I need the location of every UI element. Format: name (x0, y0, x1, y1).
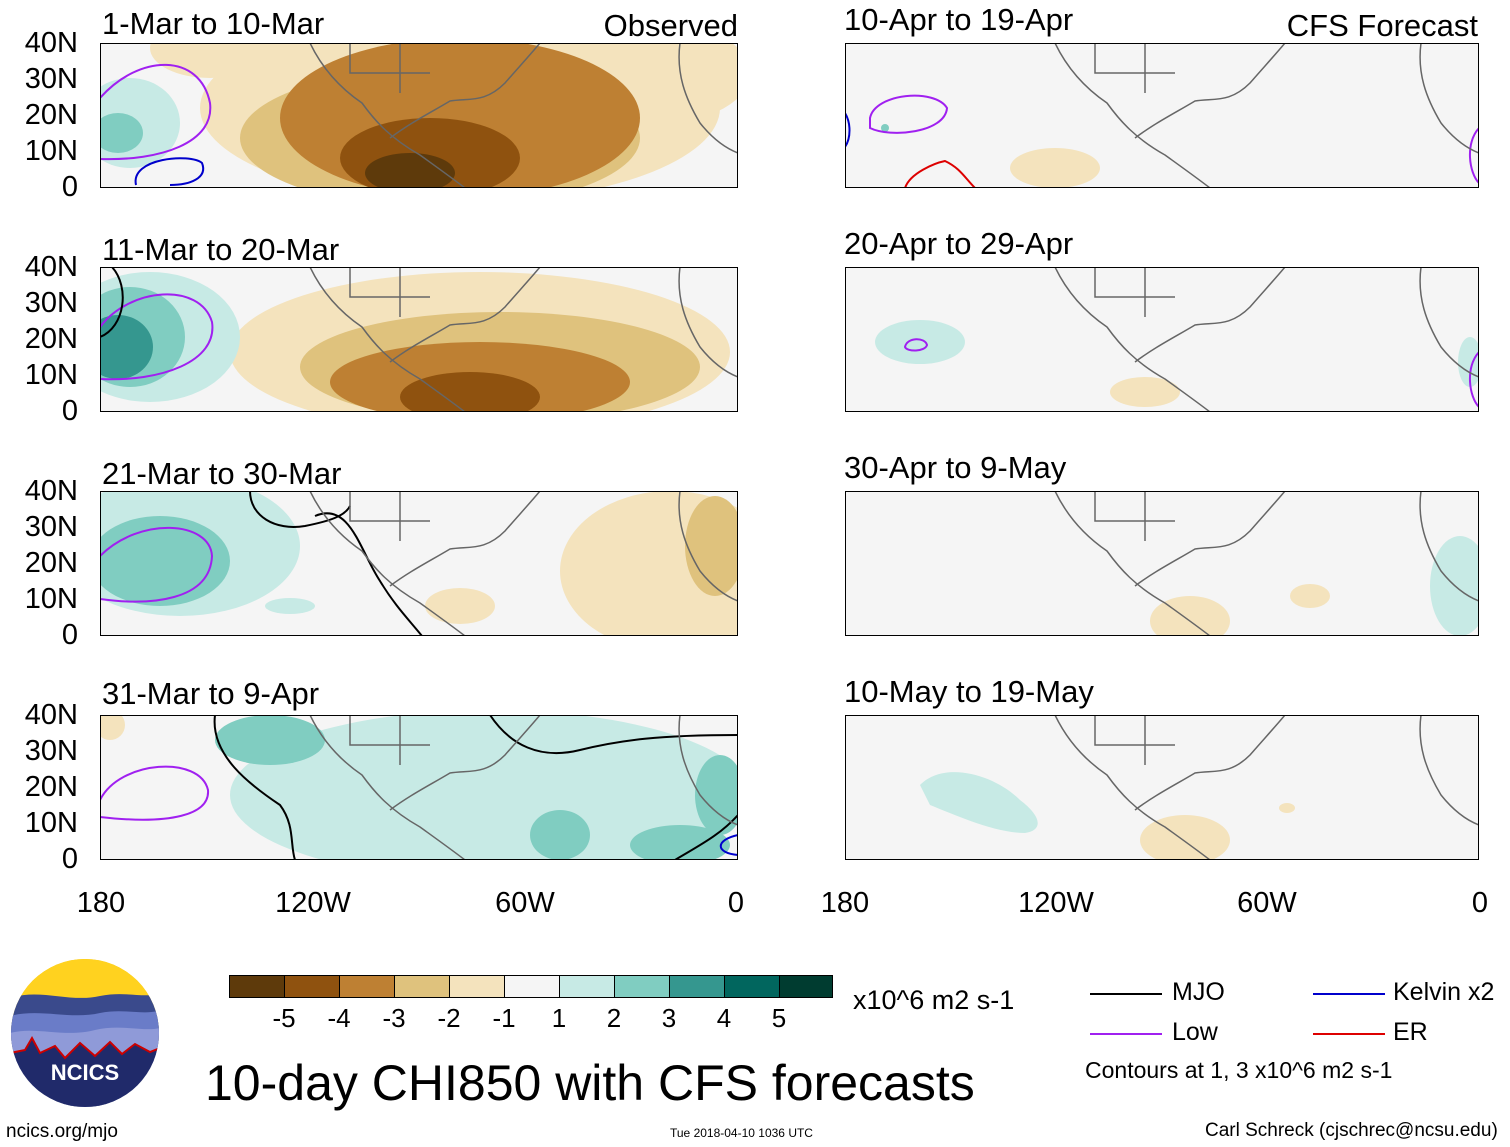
map-observed-1 (100, 43, 738, 188)
panel-title: 1-Mar to 10-Mar (102, 6, 325, 41)
panel-title: 21-Mar to 30-Mar (102, 456, 342, 491)
legend-line-er (1313, 1033, 1385, 1035)
lat-label: 40N (24, 27, 78, 59)
lat-label: 0 (61, 843, 78, 875)
colorbar-label: -4 (327, 1003, 351, 1033)
lon-label: 180 (820, 887, 870, 919)
colorbar-label: 3 (661, 1003, 677, 1033)
lon-label: 120W (275, 887, 351, 919)
panel-title: 31-Mar to 9-Apr (102, 676, 320, 711)
footer-url[interactable]: ncics.org/mjo (6, 1121, 118, 1142)
panel-title: 10-Apr to 19-Apr (844, 2, 1074, 37)
colorbar-label: 2 (606, 1003, 622, 1033)
colorbar-swatch (229, 975, 285, 998)
legend-label: MJO (1172, 978, 1225, 1006)
lon-label: 0 (1471, 887, 1489, 919)
legend-line-kelvin (1313, 993, 1385, 995)
legend-label: Low (1172, 1018, 1218, 1046)
colorbar-label: -3 (382, 1003, 406, 1033)
lat-label: 0 (61, 619, 78, 651)
map-forecast-4 (845, 715, 1479, 860)
map-observed-3 (100, 491, 738, 636)
legend-label: ER (1393, 1018, 1428, 1046)
colorbar-swatch (779, 975, 833, 998)
lat-label: 40N (24, 475, 78, 507)
map-forecast-1 (845, 43, 1479, 188)
lat-label: 0 (61, 395, 78, 427)
colorbar-swatch (284, 975, 340, 998)
colorbar-label: -2 (437, 1003, 461, 1033)
lon-label: 0 (727, 887, 745, 919)
lat-label: 10N (24, 135, 78, 167)
colorbar-unit: x10^6 m2 s-1 (853, 985, 1015, 1015)
colorbar-swatch (504, 975, 560, 998)
colorbar-label: 5 (771, 1003, 787, 1033)
legend-label: Kelvin x2 (1393, 978, 1495, 1006)
lat-label: 40N (24, 699, 78, 731)
lat-label: 10N (24, 807, 78, 839)
lat-label: 30N (24, 511, 78, 543)
map-forecast-2 (845, 267, 1479, 412)
lat-label: 20N (24, 771, 78, 803)
logo-icon: NCICS (11, 959, 159, 1107)
forecast-label: CFS Forecast (1286, 8, 1478, 43)
colorbar-swatch (394, 975, 450, 998)
lon-label: 120W (1018, 887, 1094, 919)
legend-line-mjo (1090, 993, 1162, 995)
panel-title: 20-Apr to 29-Apr (844, 226, 1074, 261)
colorbar-label: -5 (272, 1003, 296, 1033)
footer-credit: Carl Schreck (cjschrec@ncsu.edu) (1205, 1120, 1498, 1141)
observed-label: Observed (603, 8, 738, 43)
colorbar-label: -1 (492, 1003, 516, 1033)
lat-label: 0 (61, 171, 78, 203)
ncics-logo: NCICS (10, 958, 160, 1108)
colorbar-swatch (669, 975, 725, 998)
svg-text:NCICS: NCICS (51, 1060, 119, 1085)
contours-note: Contours at 1, 3 x10^6 m2 s-1 (1085, 1057, 1393, 1083)
lat-label: 30N (24, 735, 78, 767)
panel-title: 10-May to 19-May (844, 674, 1094, 709)
map-observed-2 (100, 267, 738, 412)
lat-label: 40N (24, 251, 78, 283)
map-observed-4 (100, 715, 738, 860)
colorbar-swatch (339, 975, 395, 998)
lat-label: 30N (24, 63, 78, 95)
lat-label: 20N (24, 547, 78, 579)
colorbar-swatch (449, 975, 505, 998)
lat-label: 10N (24, 583, 78, 615)
panel-title: 11-Mar to 20-Mar (102, 232, 340, 267)
lat-label: 20N (24, 323, 78, 355)
lat-label: 30N (24, 287, 78, 319)
lat-label: 10N (24, 359, 78, 391)
lat-label: 20N (24, 99, 78, 131)
map-forecast-3 (845, 491, 1479, 636)
lon-label: 60W (1237, 887, 1297, 919)
panel-title: 30-Apr to 9-May (844, 450, 1067, 485)
lon-label: 60W (495, 887, 555, 919)
colorbar-swatch (614, 975, 670, 998)
figure-title: 10-day CHI850 with CFS forecasts (205, 1055, 975, 1111)
colorbar-label: 1 (551, 1003, 567, 1033)
colorbar-swatch (559, 975, 615, 998)
colorbar-swatch (724, 975, 780, 998)
lon-label: 180 (76, 887, 126, 919)
legend-line-low (1090, 1033, 1162, 1035)
footer-timestamp: Tue 2018-04-10 1036 UTC (670, 1126, 813, 1140)
colorbar-label: 4 (716, 1003, 732, 1033)
